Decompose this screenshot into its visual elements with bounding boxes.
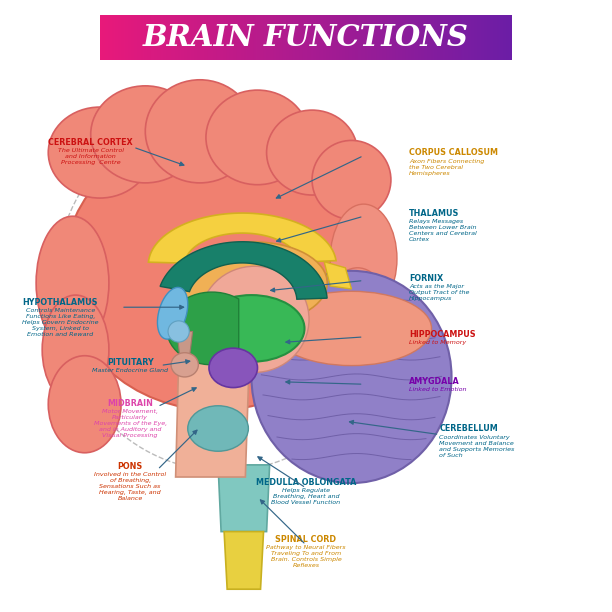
Polygon shape: [177, 332, 193, 362]
Ellipse shape: [206, 90, 309, 185]
Ellipse shape: [330, 204, 397, 313]
Text: THALAMUS: THALAMUS: [409, 209, 460, 218]
Text: Helps Regulate
Breathing, Heart and
Blood Vessel Function: Helps Regulate Breathing, Heart and Bloo…: [272, 488, 340, 505]
Text: Linked to Emotion: Linked to Emotion: [409, 387, 466, 392]
Text: HIPPOCAMPUS: HIPPOCAMPUS: [409, 330, 476, 339]
Text: Controls Maintenance
Functions Like Eating,
Helps Govern Endocrine
System, Linke: Controls Maintenance Functions Like Eati…: [22, 308, 99, 337]
Ellipse shape: [198, 295, 305, 362]
Text: Relays Messages
Between Lower Brain
Centers and Cerebral
Cortex: Relays Messages Between Lower Brain Cent…: [409, 219, 477, 242]
Ellipse shape: [64, 132, 367, 410]
Text: Linked to Memory: Linked to Memory: [409, 340, 466, 345]
Polygon shape: [176, 362, 248, 477]
Ellipse shape: [209, 348, 258, 387]
Text: FORNIX: FORNIX: [409, 274, 443, 283]
Text: PITUITARY: PITUITARY: [106, 357, 154, 367]
Ellipse shape: [252, 271, 452, 483]
Ellipse shape: [171, 353, 198, 377]
Text: MEDULLA OBLONGATA: MEDULLA OBLONGATA: [256, 478, 356, 487]
Ellipse shape: [145, 80, 255, 183]
Ellipse shape: [168, 321, 189, 342]
Ellipse shape: [312, 140, 391, 219]
Text: Master Endocrine Gland: Master Endocrine Gland: [92, 368, 168, 373]
Text: Involved in the Control
of Breathing,
Sensations Such as
Hearing, Taste, and
Bal: Involved in the Control of Breathing, Se…: [94, 472, 166, 501]
Text: Motor Movement,
Particularly
Movements of the Eye,
and in Auditory and
Visual Pr: Motor Movement, Particularly Movements o…: [94, 409, 166, 438]
Text: CEREBELLUM: CEREBELLUM: [439, 424, 498, 433]
Text: The Ultimate Control
and Information
Processing  Centre: The Ultimate Control and Information Pro…: [58, 148, 124, 165]
Text: MIDBRAIN: MIDBRAIN: [107, 399, 153, 408]
Ellipse shape: [267, 110, 357, 195]
Polygon shape: [149, 213, 336, 263]
Ellipse shape: [48, 107, 151, 198]
Text: CORPUS CALLOSUM: CORPUS CALLOSUM: [409, 149, 498, 157]
Ellipse shape: [42, 295, 109, 405]
Text: PONS: PONS: [118, 462, 143, 471]
Text: HYPOTHALAMUS: HYPOTHALAMUS: [23, 298, 98, 307]
Text: CEREBRAL CORTEX: CEREBRAL CORTEX: [48, 138, 133, 147]
Polygon shape: [324, 262, 351, 289]
Ellipse shape: [182, 242, 327, 324]
Polygon shape: [160, 242, 327, 299]
Ellipse shape: [200, 266, 309, 373]
Ellipse shape: [272, 291, 431, 365]
Polygon shape: [166, 292, 239, 365]
Ellipse shape: [188, 406, 248, 451]
Ellipse shape: [324, 268, 391, 371]
Ellipse shape: [36, 216, 109, 349]
Text: Coordinates Voluntary
Movement and Balance
and Supports Memories
of Such: Coordinates Voluntary Movement and Balan…: [439, 435, 515, 458]
Polygon shape: [157, 288, 188, 339]
Text: SPINAL CORD: SPINAL CORD: [275, 535, 337, 543]
Text: Acts as the Major
Output Tract of the
Hippocampus: Acts as the Major Output Tract of the Hi…: [409, 284, 469, 301]
Polygon shape: [224, 532, 264, 589]
Text: Pathway to Neural Fibers
Traveling To and From
Brain. Controls Simple
Reflexes: Pathway to Neural Fibers Traveling To an…: [266, 545, 346, 568]
Ellipse shape: [48, 356, 121, 453]
Ellipse shape: [91, 86, 200, 183]
Text: Axon Fibers Connecting
the Two Cerebral
Hemispheres: Axon Fibers Connecting the Two Cerebral …: [409, 159, 484, 176]
Polygon shape: [218, 465, 270, 532]
Text: AMYGDALA: AMYGDALA: [409, 377, 460, 386]
